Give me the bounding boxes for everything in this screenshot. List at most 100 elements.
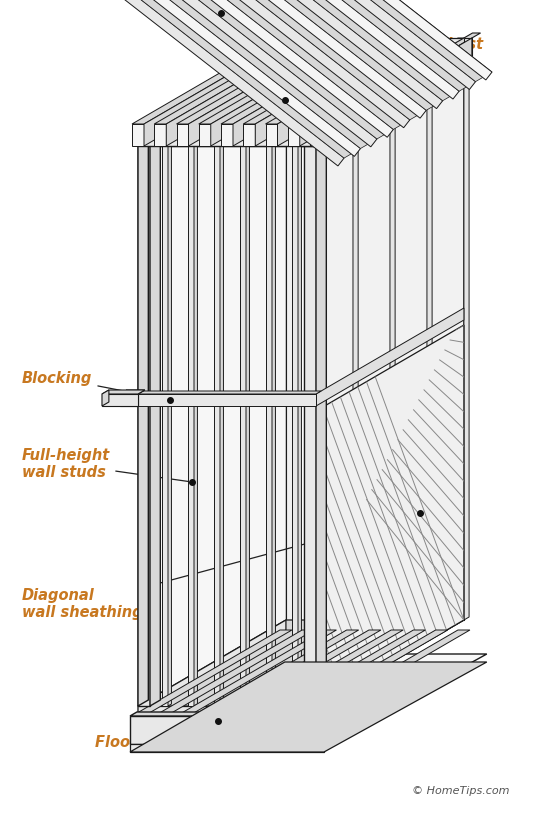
Polygon shape	[310, 716, 322, 744]
Polygon shape	[272, 144, 276, 706]
Polygon shape	[316, 146, 322, 706]
Text: Floor joist: Floor joist	[288, 37, 483, 99]
Polygon shape	[225, 0, 459, 101]
Polygon shape	[316, 143, 321, 706]
Polygon shape	[265, 716, 278, 744]
Polygon shape	[316, 60, 464, 706]
Polygon shape	[243, 124, 255, 146]
Polygon shape	[288, 124, 300, 146]
Polygon shape	[176, 124, 189, 146]
Text: Blocking: Blocking	[22, 370, 167, 400]
Polygon shape	[132, 38, 292, 124]
Polygon shape	[138, 140, 148, 706]
Polygon shape	[130, 662, 487, 752]
Polygon shape	[427, 78, 432, 641]
Polygon shape	[310, 38, 470, 124]
Polygon shape	[194, 144, 197, 706]
Polygon shape	[266, 146, 272, 706]
Polygon shape	[132, 124, 144, 146]
Polygon shape	[288, 38, 448, 124]
Polygon shape	[102, 390, 145, 394]
Polygon shape	[138, 394, 316, 406]
Polygon shape	[219, 0, 443, 108]
Polygon shape	[102, 390, 109, 406]
Polygon shape	[202, 0, 426, 118]
Polygon shape	[390, 100, 395, 663]
Polygon shape	[214, 146, 220, 706]
Polygon shape	[233, 38, 381, 146]
Polygon shape	[211, 38, 359, 146]
Polygon shape	[252, 0, 475, 90]
Polygon shape	[154, 630, 314, 716]
Polygon shape	[257, 0, 492, 81]
Polygon shape	[199, 124, 211, 146]
Polygon shape	[288, 716, 300, 744]
Text: Floor joist: Floor joist	[95, 722, 215, 750]
Polygon shape	[130, 716, 324, 744]
Polygon shape	[246, 144, 249, 706]
Polygon shape	[154, 716, 166, 744]
Polygon shape	[144, 38, 292, 146]
Polygon shape	[286, 38, 464, 60]
Polygon shape	[322, 38, 470, 146]
Polygon shape	[138, 46, 464, 132]
Polygon shape	[362, 60, 368, 620]
Polygon shape	[221, 716, 233, 744]
Polygon shape	[154, 124, 166, 146]
Polygon shape	[199, 38, 359, 124]
Polygon shape	[130, 654, 487, 744]
Polygon shape	[243, 38, 403, 124]
Polygon shape	[288, 630, 448, 716]
Polygon shape	[440, 60, 446, 620]
Polygon shape	[414, 60, 420, 620]
Polygon shape	[322, 144, 326, 706]
Polygon shape	[240, 146, 246, 706]
Polygon shape	[192, 0, 426, 120]
Polygon shape	[138, 146, 144, 706]
Polygon shape	[336, 60, 342, 620]
Polygon shape	[265, 630, 425, 716]
Polygon shape	[188, 146, 194, 706]
Polygon shape	[185, 0, 410, 128]
Polygon shape	[189, 38, 336, 146]
Polygon shape	[132, 630, 292, 716]
Polygon shape	[208, 0, 443, 110]
Polygon shape	[120, 390, 145, 394]
Polygon shape	[316, 140, 326, 706]
Polygon shape	[102, 394, 138, 406]
Polygon shape	[130, 744, 324, 752]
Polygon shape	[459, 38, 472, 68]
Polygon shape	[142, 0, 377, 148]
Polygon shape	[464, 57, 469, 620]
Polygon shape	[136, 0, 360, 156]
Polygon shape	[138, 132, 316, 146]
Polygon shape	[199, 630, 359, 716]
Polygon shape	[120, 394, 138, 406]
Polygon shape	[265, 124, 278, 146]
Polygon shape	[138, 706, 316, 716]
Polygon shape	[176, 716, 189, 744]
Text: © HomeTips.com: © HomeTips.com	[413, 786, 510, 796]
Polygon shape	[138, 46, 286, 146]
Polygon shape	[221, 38, 381, 124]
Polygon shape	[150, 140, 160, 706]
Polygon shape	[138, 620, 286, 716]
Polygon shape	[243, 630, 403, 716]
Polygon shape	[221, 630, 381, 716]
Polygon shape	[235, 0, 459, 99]
Polygon shape	[268, 0, 492, 80]
Polygon shape	[265, 38, 425, 124]
Polygon shape	[159, 0, 393, 139]
Polygon shape	[310, 60, 316, 620]
Polygon shape	[168, 144, 172, 706]
Polygon shape	[388, 60, 394, 620]
Polygon shape	[298, 144, 302, 706]
Polygon shape	[255, 38, 403, 146]
Polygon shape	[286, 60, 298, 620]
Polygon shape	[464, 38, 472, 60]
Text: Diagonal
wall sheathing: Diagonal wall sheathing	[22, 514, 417, 620]
Polygon shape	[278, 38, 425, 146]
Polygon shape	[138, 146, 316, 706]
Polygon shape	[316, 33, 481, 124]
Polygon shape	[221, 124, 233, 146]
